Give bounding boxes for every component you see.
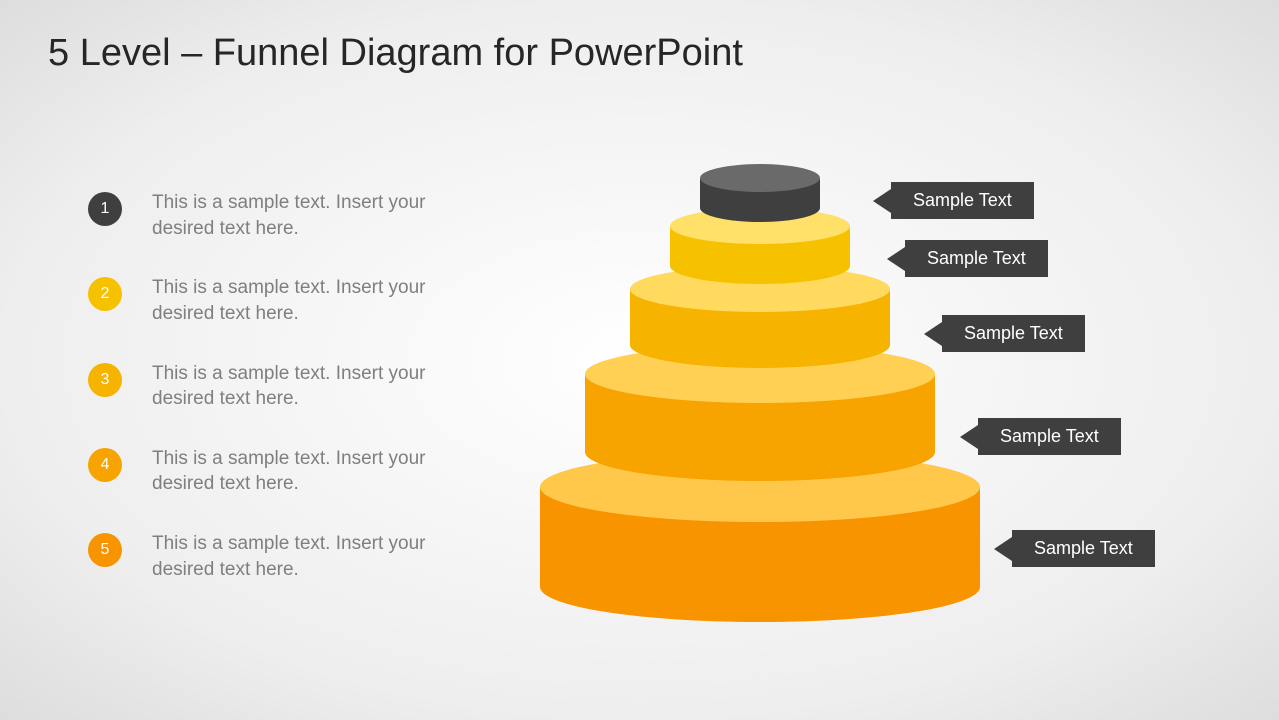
legend-bullet: 4	[88, 448, 122, 482]
callout-label: Sample Text	[891, 182, 1034, 219]
legend-list: 1 This is a sample text. Insert your desi…	[88, 190, 468, 616]
funnel-diagram: Sample Text Sample Text Sample Text Sample …	[540, 160, 1240, 680]
legend-text: This is a sample text. Insert your desir…	[152, 275, 468, 326]
callout-5: Sample Text	[994, 530, 1155, 567]
legend-text: This is a sample text. Insert your desir…	[152, 531, 468, 582]
callout-1: Sample Text	[873, 182, 1034, 219]
legend-item: 2 This is a sample text. Insert your desi…	[88, 275, 468, 326]
legend-item: 3 This is a sample text. Insert your desi…	[88, 361, 468, 412]
callout-label: Sample Text	[905, 240, 1048, 277]
legend-bullet: 1	[88, 192, 122, 226]
slide-title: 5 Level – Funnel Diagram for PowerPoint	[48, 32, 743, 75]
legend-bullet: 3	[88, 363, 122, 397]
legend-bullet: 2	[88, 277, 122, 311]
callout-arrow-icon	[994, 537, 1012, 561]
legend-item: 1 This is a sample text. Insert your desi…	[88, 190, 468, 241]
callout-arrow-icon	[924, 322, 942, 346]
legend-text: This is a sample text. Insert your desir…	[152, 190, 468, 241]
callout-label: Sample Text	[942, 315, 1085, 352]
legend-bullet: 5	[88, 533, 122, 567]
legend-item: 5 This is a sample text. Insert your desi…	[88, 531, 468, 582]
callout-arrow-icon	[960, 425, 978, 449]
callout-4: Sample Text	[960, 418, 1121, 455]
funnel-level-1	[700, 164, 820, 222]
callout-3: Sample Text	[924, 315, 1085, 352]
callout-arrow-icon	[873, 189, 891, 213]
callout-label: Sample Text	[978, 418, 1121, 455]
legend-item: 4 This is a sample text. Insert your desi…	[88, 446, 468, 497]
legend-text: This is a sample text. Insert your desir…	[152, 361, 468, 412]
legend-text: This is a sample text. Insert your desir…	[152, 446, 468, 497]
callout-2: Sample Text	[887, 240, 1048, 277]
callout-label: Sample Text	[1012, 530, 1155, 567]
callout-arrow-icon	[887, 247, 905, 271]
